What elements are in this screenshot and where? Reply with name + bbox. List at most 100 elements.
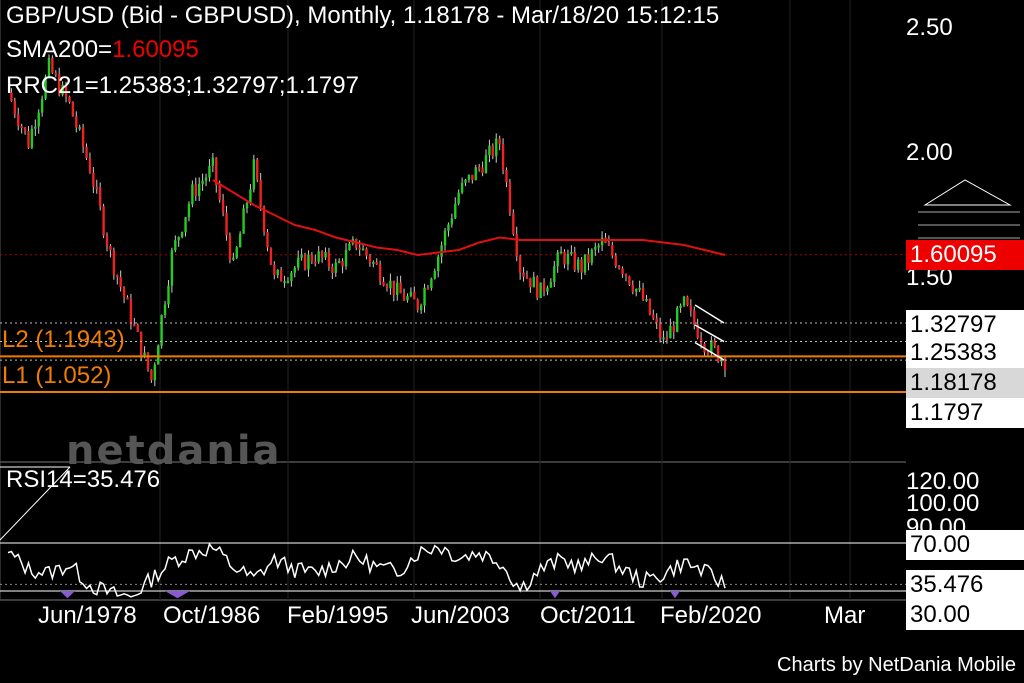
candle-body (658, 322, 662, 339)
y-tick-label: 2.00 (906, 139, 953, 166)
candle-body (337, 261, 341, 264)
rsi-series (0, 466, 906, 599)
candle-body (102, 206, 105, 236)
candle-body (641, 287, 645, 300)
sma-value: 1.60095 (112, 36, 199, 63)
candle-body (129, 299, 133, 325)
candle-body (553, 266, 556, 282)
candle-body (218, 185, 221, 200)
x-tick-label: Feb/1995 (287, 602, 389, 629)
price-guide-lines (0, 322, 906, 361)
candle-body (450, 218, 454, 225)
candle-body (20, 125, 23, 128)
candle-body (249, 189, 252, 204)
candle-body (416, 299, 419, 311)
x-tick-label: Feb/2020 (660, 602, 762, 629)
candle-body (716, 345, 720, 362)
candle-body (385, 285, 389, 289)
candle-body (372, 261, 375, 264)
candle-body (396, 282, 399, 295)
candle-body (112, 250, 116, 276)
candle-body (150, 369, 153, 381)
sma-readout: SMA200=1.60095 (6, 36, 199, 64)
candle-body (392, 280, 396, 295)
candle-body (235, 247, 238, 258)
candle-body (88, 158, 92, 173)
candle-body (423, 287, 426, 306)
candle-body (583, 254, 587, 273)
candle-body (645, 298, 648, 301)
candle-body (44, 76, 47, 99)
sma-label: SMA200= (6, 36, 113, 63)
candle-body (628, 276, 631, 285)
candle-body (488, 145, 491, 156)
candle-body (631, 284, 635, 292)
candle-body (474, 167, 477, 181)
candle-body (215, 157, 218, 186)
candle-body (665, 337, 669, 340)
candle-body (153, 364, 157, 381)
candle-body (238, 233, 242, 248)
candle-body (573, 251, 576, 270)
candle-body (635, 288, 638, 292)
candle-body (406, 296, 409, 301)
netdania-logo: netdania (66, 428, 282, 474)
level-label-l2: L2 (1.1943) (2, 326, 125, 353)
candle-body (382, 281, 385, 286)
candle-body (201, 180, 204, 185)
candle-body (348, 243, 351, 250)
candle-body (245, 203, 249, 209)
candle-body (78, 127, 81, 130)
rsi-oversold-tag: 30.00 (906, 600, 1024, 630)
candle-body (228, 235, 232, 260)
candle-body (17, 114, 20, 126)
candle-body (361, 248, 365, 251)
footer-credit: Charts by NetDania Mobile (777, 654, 1016, 676)
candle-body (276, 269, 279, 276)
candle-body (324, 252, 327, 258)
rsi-overbought-tag: 70.00 (906, 530, 1024, 560)
candle-body (481, 167, 484, 173)
candle-body (297, 257, 300, 268)
rrc-upper (694, 304, 725, 324)
candle-body (556, 252, 559, 267)
candle-body (266, 232, 269, 248)
candle-body (358, 247, 361, 250)
candle-body (477, 167, 481, 170)
candle-body (119, 277, 122, 288)
candle-body (81, 127, 85, 147)
candle-body (126, 297, 129, 300)
candle-body (191, 184, 194, 205)
candle-body (559, 251, 563, 254)
candle-body (232, 257, 235, 260)
candle-body (525, 276, 529, 279)
candle-body (696, 324, 699, 339)
x-tick-label: Jun/1978 (38, 602, 137, 629)
candle-body (92, 172, 95, 187)
candle-body (409, 291, 413, 297)
candle-body (378, 264, 382, 282)
candle-body (13, 101, 17, 115)
candle-body (204, 177, 208, 181)
candle-body (686, 296, 689, 306)
candle-body (570, 251, 573, 254)
candle-body (54, 72, 57, 75)
upper-channel-tag: 1.32797 (906, 310, 1024, 340)
candle-body (532, 276, 535, 288)
rsi-oversold-fill (165, 591, 190, 599)
candle-body (693, 310, 696, 325)
candle-body (40, 98, 44, 113)
candle-body (491, 145, 495, 157)
candle-body (71, 101, 75, 117)
regression-channel (694, 304, 725, 361)
candle-body (587, 254, 590, 263)
candle-body (621, 268, 624, 275)
candle-body (170, 250, 174, 286)
candle-body (116, 275, 119, 278)
candle-body (699, 338, 703, 344)
candle-body (37, 112, 40, 127)
sma-price-tag: 1.60095 (906, 240, 1024, 270)
candle-body (600, 237, 604, 246)
candle-body (590, 249, 594, 263)
